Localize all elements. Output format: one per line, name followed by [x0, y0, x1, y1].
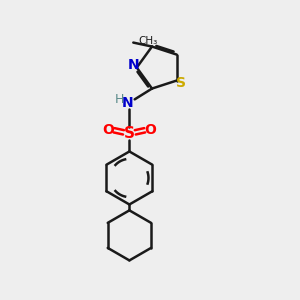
Text: O: O [145, 123, 157, 137]
Text: S: S [124, 126, 135, 141]
Text: N: N [122, 96, 134, 110]
Text: O: O [102, 123, 114, 137]
Text: H: H [114, 93, 124, 106]
Text: N: N [128, 58, 139, 72]
Text: S: S [176, 76, 185, 90]
Text: CH₃: CH₃ [139, 36, 158, 46]
